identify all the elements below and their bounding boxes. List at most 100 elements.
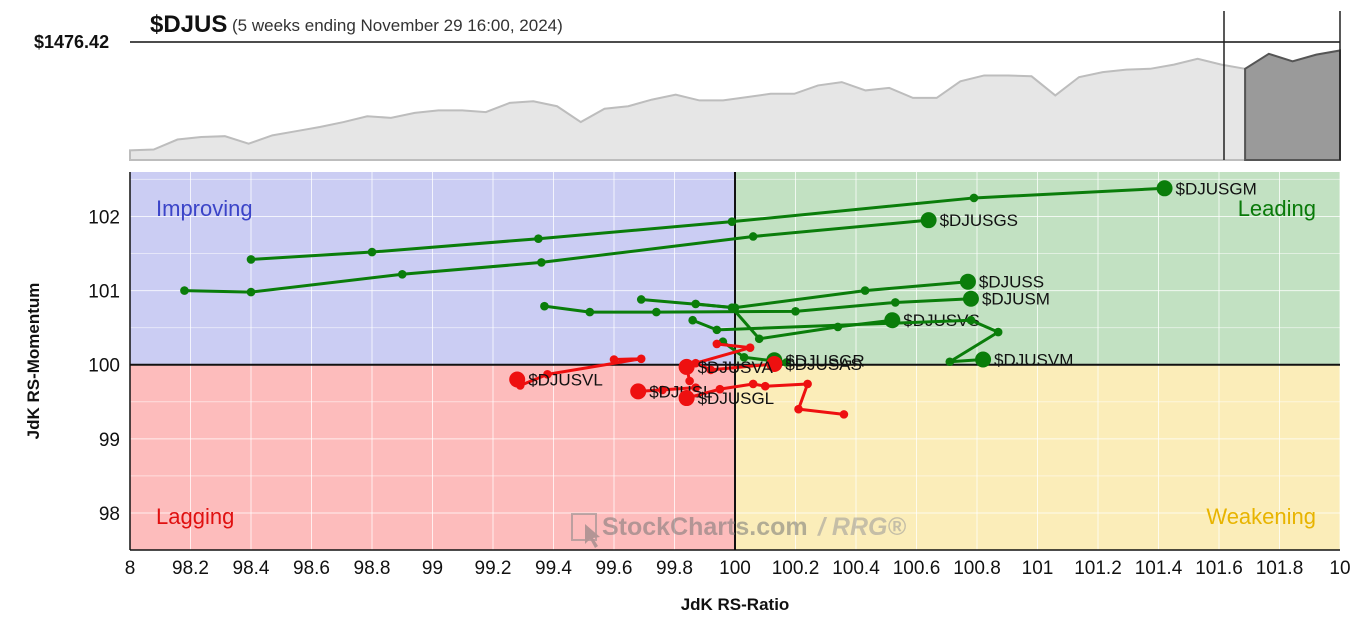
y-tick-label: 98 — [99, 504, 120, 525]
series-point — [727, 217, 737, 226]
series-head-point — [678, 358, 695, 375]
quadrant-label-improving: Improving — [156, 196, 253, 221]
series-head-point — [920, 212, 937, 229]
series-point — [397, 269, 407, 279]
watermark-brand: StockCharts.com — [602, 513, 808, 541]
series-point — [658, 385, 667, 395]
quadrant-label-weakening: Weakening — [1206, 504, 1316, 529]
series-point — [715, 384, 725, 394]
series-point — [688, 315, 697, 325]
series-point — [839, 410, 849, 419]
series-point — [534, 234, 543, 244]
price-area-highlight — [1244, 49, 1341, 161]
x-axis-title: JdK RS-Ratio — [681, 595, 790, 614]
series-label: $DJUSVL — [528, 371, 603, 390]
series-point — [782, 358, 791, 367]
series-label: $DJUSM — [982, 290, 1050, 309]
x-tick-label: 100.2 — [772, 558, 820, 579]
x-tick-label: 101 — [1022, 558, 1054, 579]
series-tail — [184, 218, 929, 294]
x-tick-label: 100 — [719, 558, 751, 579]
series-point — [993, 327, 1003, 337]
series-point — [543, 370, 552, 379]
x-tick-label: 99.4 — [535, 558, 572, 579]
series-point — [685, 376, 694, 386]
series-point — [540, 301, 549, 311]
x-tick-label: 101.4 — [1135, 558, 1183, 579]
x-tick-label: 101.8 — [1256, 558, 1304, 579]
series-djusgl: $DJUSGL — [678, 379, 849, 419]
series-label: $DJUSGR — [785, 351, 864, 370]
series-point — [860, 286, 870, 295]
series-point — [712, 339, 722, 349]
y-tick-label: 99 — [99, 430, 120, 451]
series-label: $DJUSVA — [698, 358, 774, 377]
series-tail — [641, 280, 969, 310]
series-point — [739, 352, 749, 362]
series-label: $DJUSGM — [1176, 179, 1257, 198]
series-label: $DJUSGS — [940, 211, 1018, 230]
watermark-cursor-icon — [585, 524, 600, 548]
y-tick-label: 100 — [88, 356, 120, 377]
series-tail — [692, 318, 1000, 364]
series-djusvm: $DJUSVM — [688, 315, 1073, 370]
price-area — [129, 57, 1247, 161]
series-djusgm: $DJUSGM — [246, 179, 1257, 264]
series-point — [706, 365, 716, 375]
series-point — [585, 307, 595, 317]
series-head-point — [962, 290, 979, 307]
series-djusas: $DJUSAS — [691, 339, 862, 375]
series-label: $DJUSAS — [785, 355, 862, 374]
series-head-point — [630, 383, 647, 400]
series-djuss: $DJUSS — [636, 273, 1044, 312]
series-head-point — [766, 355, 783, 372]
y-axis-ticks: 98 99 100 101 102 — [88, 207, 120, 524]
series-head-point — [884, 312, 901, 329]
x-tick-label: 99 — [422, 558, 443, 579]
y-tick-label: 101 — [88, 282, 120, 303]
series-point — [636, 295, 646, 304]
symbol-title: $DJUS — [150, 11, 227, 38]
center-lines — [129, 172, 1340, 551]
series-head-point — [678, 390, 695, 407]
series-djusm: $DJUSM — [540, 290, 1050, 317]
x-tick-label: 98.6 — [293, 558, 330, 579]
series-point — [727, 303, 737, 312]
series-head-point — [959, 273, 976, 290]
series-point — [760, 381, 770, 391]
x-axis-ticks: 8 98.2 98.4 98.6 98.8 99 99.2 99.4 99.6 99.8 100 10… — [125, 558, 1351, 579]
series-point — [609, 355, 619, 364]
series-djusgr: $DJUSGR — [718, 337, 865, 370]
series-point — [969, 193, 979, 203]
series-head-point — [509, 371, 526, 388]
series-point — [745, 343, 755, 352]
x-tick-label: 100.6 — [893, 558, 941, 579]
series-djusvl: $DJUSVL — [509, 354, 646, 390]
series-label: $DJUSS — [979, 273, 1044, 292]
watermark-logo-icon — [571, 513, 597, 541]
x-tick-label: 100.4 — [832, 558, 880, 579]
series-head-point — [975, 351, 992, 368]
series-point — [966, 315, 976, 325]
series-tail — [250, 186, 1165, 261]
watermark: StockCharts.com / RRG® — [571, 513, 906, 548]
x-tick-label: 98.2 — [172, 558, 209, 579]
series-point — [367, 247, 377, 257]
series-label: $DJUSVM — [994, 351, 1073, 370]
quadrant-label-leading: Leading — [1238, 196, 1316, 221]
series-djusva: $DJUSVA — [678, 358, 774, 386]
series-point — [794, 404, 803, 414]
price-panel — [129, 11, 1341, 161]
x-tick-label: 99.8 — [656, 558, 693, 579]
price-label: $1476.42 — [34, 32, 109, 52]
series-label: $DJUSGL — [698, 389, 775, 408]
series-head-point — [1156, 180, 1173, 197]
series-point — [246, 287, 256, 297]
series-point — [691, 383, 700, 392]
x-tick-label: 100.8 — [953, 558, 1001, 579]
x-tick-label: 8 — [125, 558, 136, 579]
x-tick-label: 10 — [1329, 558, 1350, 579]
x-tick-label: 101.6 — [1195, 558, 1243, 579]
series-point — [712, 325, 722, 335]
